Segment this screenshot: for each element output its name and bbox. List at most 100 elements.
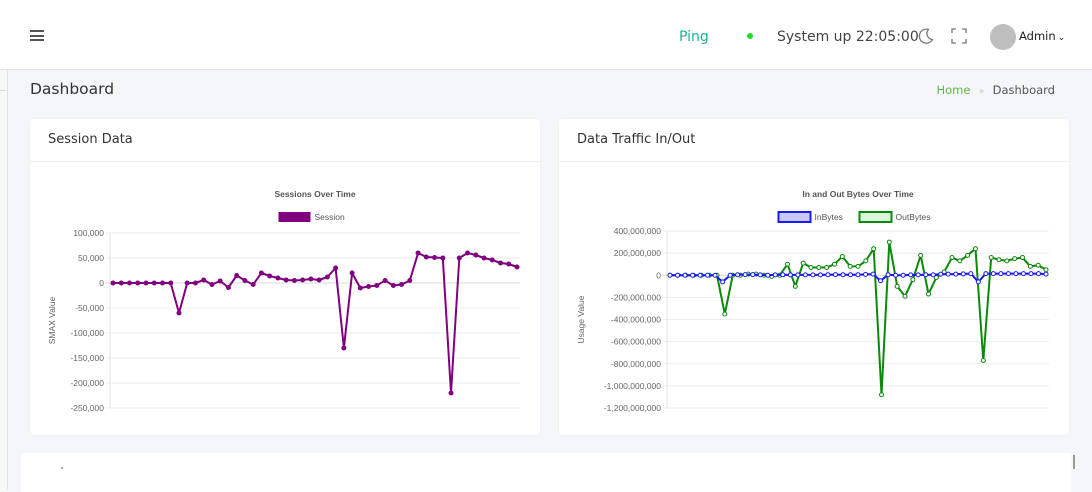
y-tick-label: 50,000 [78, 253, 104, 263]
data-point [980, 357, 986, 363]
session-data-card: Session Data Sessions Over Time Session 10… [30, 119, 540, 435]
scrollbar-thumb[interactable] [1073, 455, 1075, 469]
legend-swatch [278, 212, 311, 222]
y-tick-label: -150,000 [70, 353, 104, 363]
data-point [432, 255, 438, 260]
data-point [910, 277, 916, 283]
data-point [473, 252, 479, 258]
y-tick-label: -250,000 [70, 403, 104, 413]
data-point [871, 246, 877, 252]
y-tick-label: -800,000,000 [611, 359, 661, 369]
data-point [900, 272, 906, 278]
data-point [863, 271, 869, 277]
data-point [926, 291, 931, 297]
y-tick-label: -1,200,000,000 [604, 403, 661, 413]
data-point [1013, 271, 1019, 277]
data-point [996, 257, 1002, 263]
user-name: Admin [1019, 29, 1056, 43]
legend-swatch [777, 211, 812, 223]
y-axis-label: SMAX Value [47, 296, 57, 344]
data-point [275, 275, 281, 281]
legend-swatch [858, 211, 893, 223]
data-point [1020, 271, 1026, 277]
y-tick-label: 100,000 [73, 228, 104, 238]
data-point [151, 280, 157, 286]
data-point [697, 272, 703, 278]
data-point [267, 273, 273, 279]
data-point [816, 265, 822, 271]
traffic-chart: In and Out Bytes Over Time InBytes OutByte… [576, 189, 1049, 413]
breadcrumb-home-link[interactable]: Home [936, 83, 971, 97]
series-line [113, 252, 518, 394]
card-header: Session Data [30, 119, 540, 162]
data-point [817, 272, 823, 278]
data-point [879, 392, 884, 398]
data-point [217, 278, 223, 284]
data-point [953, 271, 959, 277]
data-point [201, 277, 207, 283]
data-point [855, 263, 861, 269]
data-point [481, 255, 487, 261]
data-point [465, 250, 471, 256]
user-menu-toggle[interactable]: Admin ⌄ [1019, 29, 1065, 43]
sessions-chart: Sessions Over Time Session 100,000 50,000 0 -… [47, 189, 520, 413]
data-point [324, 274, 330, 280]
data-point [440, 255, 446, 261]
data-point [234, 273, 240, 278]
fullscreen-icon[interactable] [950, 27, 968, 45]
data-point [918, 252, 924, 258]
data-point [975, 279, 981, 285]
data-point [1012, 256, 1018, 262]
data-point [787, 272, 793, 278]
data-point [847, 272, 853, 278]
data-point [225, 285, 231, 290]
legend-label: Session [315, 212, 346, 222]
data-point [1028, 271, 1034, 277]
y-tick-label: -200,000,000 [611, 292, 661, 302]
data-point [300, 277, 306, 283]
data-point [808, 265, 814, 271]
data-point [382, 278, 388, 283]
legend-label: OutBytes [896, 212, 931, 222]
data-point [374, 283, 380, 288]
data-point [810, 272, 816, 278]
data-point [423, 254, 429, 260]
data-point [705, 272, 711, 278]
page-title: Dashboard [30, 80, 115, 98]
y-tick-label: -200,000 [70, 378, 104, 388]
data-point [1043, 271, 1049, 277]
data-point [250, 282, 256, 287]
data-point [258, 270, 264, 276]
menu-icon[interactable] [30, 30, 44, 41]
chart-title: Sessions Over Time [274, 189, 355, 199]
data-point [283, 277, 289, 283]
y-tick-label: -50,000 [75, 303, 104, 313]
data-point [690, 272, 696, 278]
data-point [1043, 267, 1049, 273]
data-point [135, 280, 141, 286]
avatar[interactable] [990, 24, 1016, 50]
data-point [349, 270, 355, 276]
ping-link[interactable]: Ping [679, 29, 709, 45]
moon-icon[interactable] [916, 26, 936, 46]
data-point [448, 390, 454, 396]
data-point [960, 271, 966, 277]
top-navbar: Ping System up 22:05:00 Admin ⌄ [0, 0, 1092, 70]
data-point [316, 277, 322, 283]
data-point [863, 258, 869, 264]
data-point [988, 255, 994, 261]
data-point [893, 272, 899, 278]
card-header: Data Traffic In/Out [559, 119, 1069, 162]
data-point [489, 257, 495, 263]
data-point [902, 293, 908, 299]
system-uptime-text: System up 22:05:00 [777, 29, 919, 45]
data-point [949, 255, 955, 261]
data-point [945, 271, 951, 277]
data-point [514, 264, 520, 270]
data-point [399, 282, 405, 287]
data-point [712, 272, 718, 278]
data-point [1004, 258, 1010, 264]
data-point [506, 261, 512, 267]
data-point [957, 258, 963, 264]
data-point [800, 260, 806, 266]
